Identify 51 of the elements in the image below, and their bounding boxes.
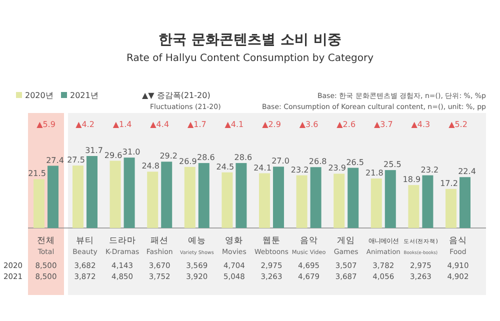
category: 웹툰 <box>262 236 280 246</box>
annotation: ▲4.1 <box>224 120 244 129</box>
data-label: 26.8 <box>308 157 327 166</box>
category: 전체 <box>37 236 55 246</box>
annotation: ▲5.9 <box>36 120 56 129</box>
data-label: 22.4 <box>458 167 476 176</box>
data-label: 23.2 <box>290 165 309 174</box>
subtitle: Rate of Hallyu Content Consumption by Category <box>126 53 374 64</box>
data-label: 28.6 <box>197 153 215 162</box>
data-label: 27.5 <box>67 156 85 165</box>
category: 뷰티 <box>76 236 94 246</box>
data-label: 31.0 <box>122 148 140 157</box>
data-label: 21.5 <box>28 169 46 178</box>
category: 음악 <box>300 236 318 246</box>
data-label: 23.9 <box>328 164 346 173</box>
data-label: 27.4 <box>46 156 64 165</box>
data-label: 26.5 <box>346 158 364 167</box>
annotation: ▲2.6 <box>336 120 356 129</box>
data-label: 24.1 <box>254 163 272 172</box>
data-label: 24.8 <box>142 162 160 171</box>
category: 영화 <box>225 236 244 246</box>
legend: 2021년 <box>70 91 98 100</box>
annotation: ▲1.4 <box>112 120 132 129</box>
annotation: ▲4.3 <box>411 120 430 129</box>
data-label: 23.2 <box>420 165 439 174</box>
category: 음식 <box>449 236 467 246</box>
data-label: 29.6 <box>104 150 122 160</box>
data-label: 27.0 <box>272 156 290 166</box>
data-label: 18.9 <box>402 175 421 184</box>
data-label: 26.9 <box>179 156 197 166</box>
category: 게임 <box>337 236 356 246</box>
data-label: 21.8 <box>366 168 384 178</box>
annotation: ▲2.9 <box>262 120 281 129</box>
annotation: ▲▼ 증감폭(21-20) <box>142 91 210 100</box>
title: 한국 문화콘텐츠별 소비 비중 <box>158 32 342 48</box>
data-label: 17.2 <box>440 178 458 188</box>
data-label: 24.5 <box>216 162 234 172</box>
annotation: ▲1.7 <box>187 120 206 129</box>
annotation: ▲4.2 <box>76 120 94 129</box>
annotation: ▲3.7 <box>374 120 393 129</box>
data-label: 31.7 <box>85 146 103 155</box>
category: 패션 <box>150 236 169 246</box>
legend: 2020년 <box>25 91 54 100</box>
annotation: ▲4.4 <box>150 120 170 129</box>
category: 예능 <box>188 236 206 246</box>
data-label: 25.5 <box>384 160 402 170</box>
data-label: 29.2 <box>160 152 178 161</box>
data-label: 28.6 <box>234 153 252 162</box>
annotation: ▲3.6 <box>299 120 318 129</box>
category: 드라마 <box>108 236 136 246</box>
annotation: ▲5.2 <box>448 120 468 129</box>
